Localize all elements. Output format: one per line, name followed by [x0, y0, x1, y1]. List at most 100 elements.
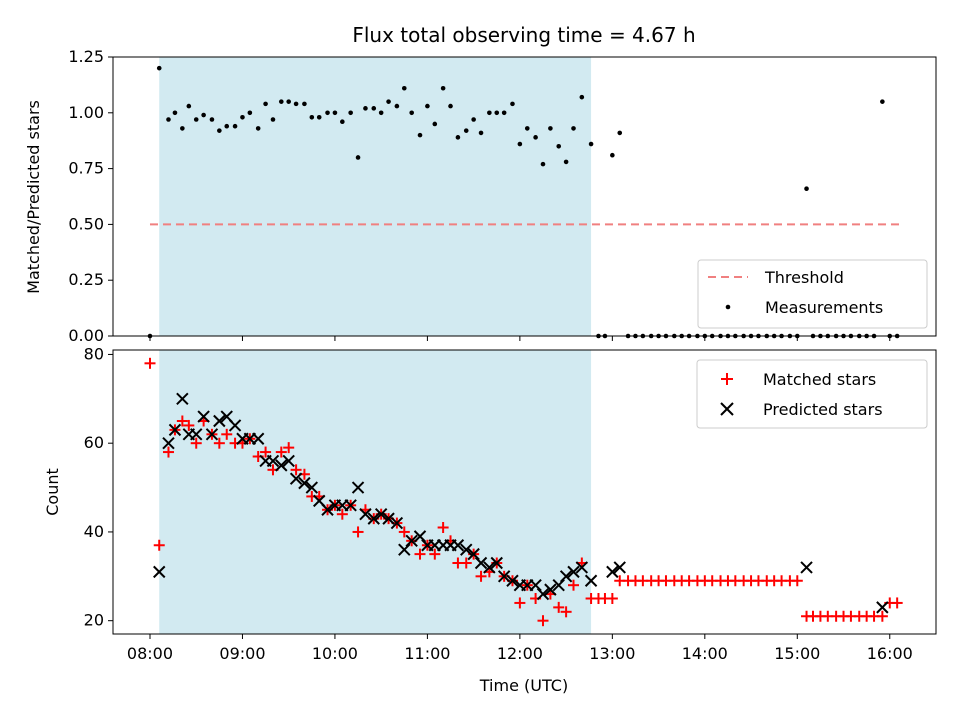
measurement-point — [209, 117, 215, 122]
predicted-star-markers — [153, 392, 889, 614]
predicted-star-marker — [251, 432, 265, 445]
predicted-star-marker — [474, 556, 488, 570]
top-legend: Threshold Measurements — [697, 259, 928, 329]
matched-star-marker — [537, 615, 549, 627]
matched-star-marker — [514, 597, 526, 609]
measurement-points — [147, 65, 900, 339]
measurement-point — [463, 128, 469, 133]
top-legend-box — [697, 259, 928, 329]
bottom-axes-frame — [112, 349, 937, 635]
predicted-star-marker — [506, 574, 519, 587]
measurement-point — [386, 99, 391, 104]
measurement-point — [455, 135, 461, 140]
measurement-point — [201, 112, 206, 118]
predicted-star-marker — [305, 481, 319, 494]
bottom-x-tick-label: 09:00 — [219, 644, 265, 663]
predicted-star-marker — [483, 561, 496, 574]
matched-star-marker — [153, 539, 165, 551]
legend-predicted-label: Predicted stars — [763, 400, 883, 419]
predicted-star-marker — [162, 436, 175, 450]
measurement-point — [263, 101, 268, 107]
matched-star-marker — [414, 548, 426, 560]
predicted-star-marker — [289, 472, 303, 485]
predicted-star-marker — [382, 512, 395, 525]
legend-matched-swatch — [721, 373, 733, 385]
measurement-point — [378, 110, 384, 116]
predicted-star-marker — [800, 561, 813, 574]
bottom-y-axis-label: Count — [43, 468, 62, 516]
top-y-axis-label: Matched/Predicted stars — [24, 100, 43, 294]
measurement-point — [880, 99, 885, 104]
predicted-star-marker — [613, 561, 626, 574]
measurement-point — [540, 161, 546, 167]
top-y-tick-label: 0.75 — [68, 159, 104, 178]
bottom-y-ticks: 20 40 60 80 — [84, 344, 113, 630]
measurement-point — [617, 130, 623, 136]
bottom-x-tick-label: 08:00 — [127, 644, 173, 663]
measurement-point — [409, 110, 414, 116]
predicted-star-marker — [282, 454, 295, 468]
bottom-x-tick-label: 11:00 — [404, 644, 450, 663]
measurement-point — [224, 123, 230, 129]
measurement-point — [533, 135, 538, 140]
matched-star-marker — [162, 446, 174, 458]
matched-star-marker — [791, 575, 803, 587]
bottom-x-tick-label: 15:00 — [774, 644, 820, 663]
predicted-star-marker — [351, 481, 365, 494]
predicted-star-marker — [529, 578, 542, 592]
measurement-point — [401, 85, 407, 91]
measurement-point — [255, 126, 261, 131]
measurement-point — [510, 101, 515, 107]
measurement-point — [804, 186, 809, 191]
measurement-point — [548, 126, 553, 131]
predicted-star-marker — [567, 565, 580, 579]
predicted-star-marker — [197, 410, 210, 423]
measurement-point — [217, 128, 222, 133]
measurement-point — [286, 99, 291, 104]
measurement-point — [425, 103, 430, 109]
measurement-point — [432, 121, 438, 127]
predicted-star-marker — [359, 507, 372, 521]
bottom-panel: 20 40 60 80 08:00 09:00 10:00 11:00 12:00 13:00 1… — [43, 344, 937, 695]
measurement-point — [332, 110, 338, 116]
measurement-point — [471, 117, 476, 122]
predicted-star-marker — [153, 565, 166, 579]
predicted-star-marker — [460, 543, 473, 556]
predicted-star-marker — [405, 534, 418, 548]
legend-predicted-swatch — [720, 402, 734, 416]
matched-star-marker — [398, 526, 410, 538]
measurement-point — [371, 106, 377, 111]
predicted-star-marker — [367, 512, 380, 525]
measurement-point — [156, 65, 162, 71]
matched-star-marker — [553, 601, 565, 613]
predicted-star-marker — [344, 499, 357, 512]
predicted-star-marker — [266, 454, 280, 468]
top-y-tick-label: 0.25 — [68, 270, 104, 289]
matched-star-marker — [176, 415, 188, 427]
measurement-point — [309, 114, 315, 120]
predicted-star-marker — [606, 565, 619, 579]
legend-measurements-swatch — [725, 304, 731, 310]
measurement-point — [588, 141, 594, 147]
measurement-point — [348, 110, 353, 116]
legend-threshold-label: Threshold — [764, 268, 844, 287]
top-y-tick-label: 1.00 — [68, 103, 104, 122]
measurement-point — [355, 155, 361, 160]
predicted-star-marker — [190, 428, 203, 441]
predicted-star-marker — [490, 556, 503, 570]
measurement-point — [302, 101, 307, 107]
predicted-star-marker — [544, 583, 557, 596]
measurement-point — [247, 110, 253, 116]
measurement-point — [579, 94, 585, 100]
matched-star-marker — [336, 508, 348, 520]
measurement-point — [180, 126, 185, 131]
measurement-point — [610, 152, 615, 158]
legend-measurements-label: Measurements — [765, 298, 883, 317]
bottom-x-axis-label: Time (UTC) — [479, 676, 568, 695]
measurement-point — [394, 103, 400, 109]
predicted-star-marker — [298, 476, 311, 490]
predicted-star-marker — [275, 459, 288, 472]
predicted-star-marker — [321, 503, 334, 516]
matched-star-marker — [437, 522, 449, 533]
predicted-star-marker — [213, 414, 226, 428]
